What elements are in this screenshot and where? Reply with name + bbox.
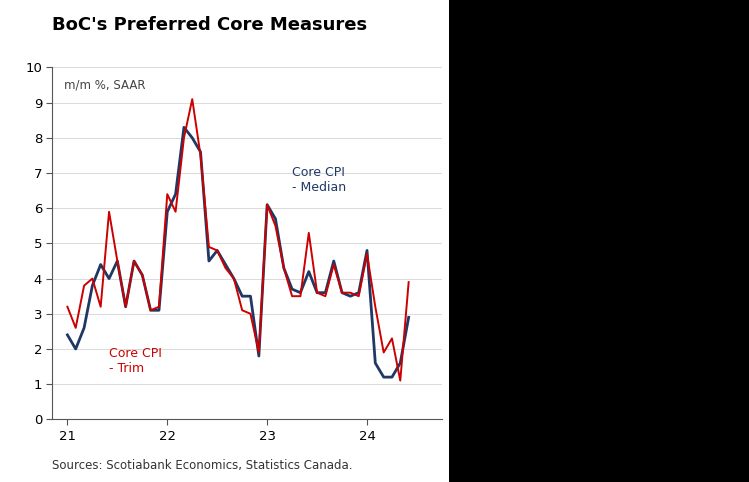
- Text: Sources: Scotiabank Economics, Statistics Canada.: Sources: Scotiabank Economics, Statistic…: [52, 459, 353, 472]
- Text: Core CPI
- Trim: Core CPI - Trim: [109, 348, 163, 375]
- Text: Core CPI
- Median: Core CPI - Median: [292, 166, 346, 194]
- Text: BoC's Preferred Core Measures: BoC's Preferred Core Measures: [52, 16, 368, 34]
- Text: m/m %, SAAR: m/m %, SAAR: [64, 78, 145, 91]
